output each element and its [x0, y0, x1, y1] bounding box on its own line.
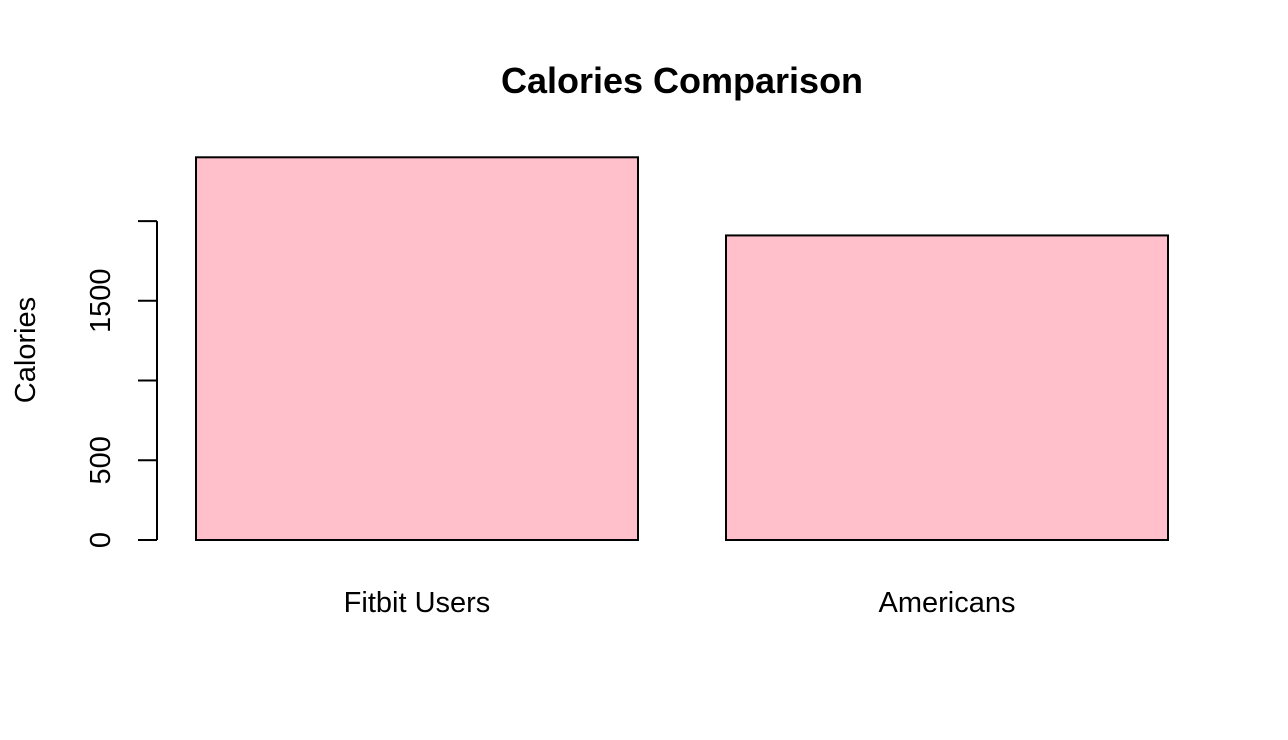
bars — [195, 156, 1169, 542]
x-category-label: Americans — [879, 587, 1016, 619]
bar — [725, 234, 1169, 541]
y-axis: 0 500 1500 — [85, 220, 158, 548]
y-axis-label: Calories — [10, 297, 42, 403]
bar — [195, 156, 639, 542]
chart-title: Calories Comparison — [501, 60, 863, 101]
x-category-label: Fitbit Users — [344, 587, 491, 619]
category-labels: Fitbit Users Americans — [344, 587, 1016, 619]
y-tick-label: 0 — [85, 532, 117, 548]
y-tick-label: 500 — [85, 436, 117, 484]
y-tick-label: 1500 — [85, 269, 117, 334]
